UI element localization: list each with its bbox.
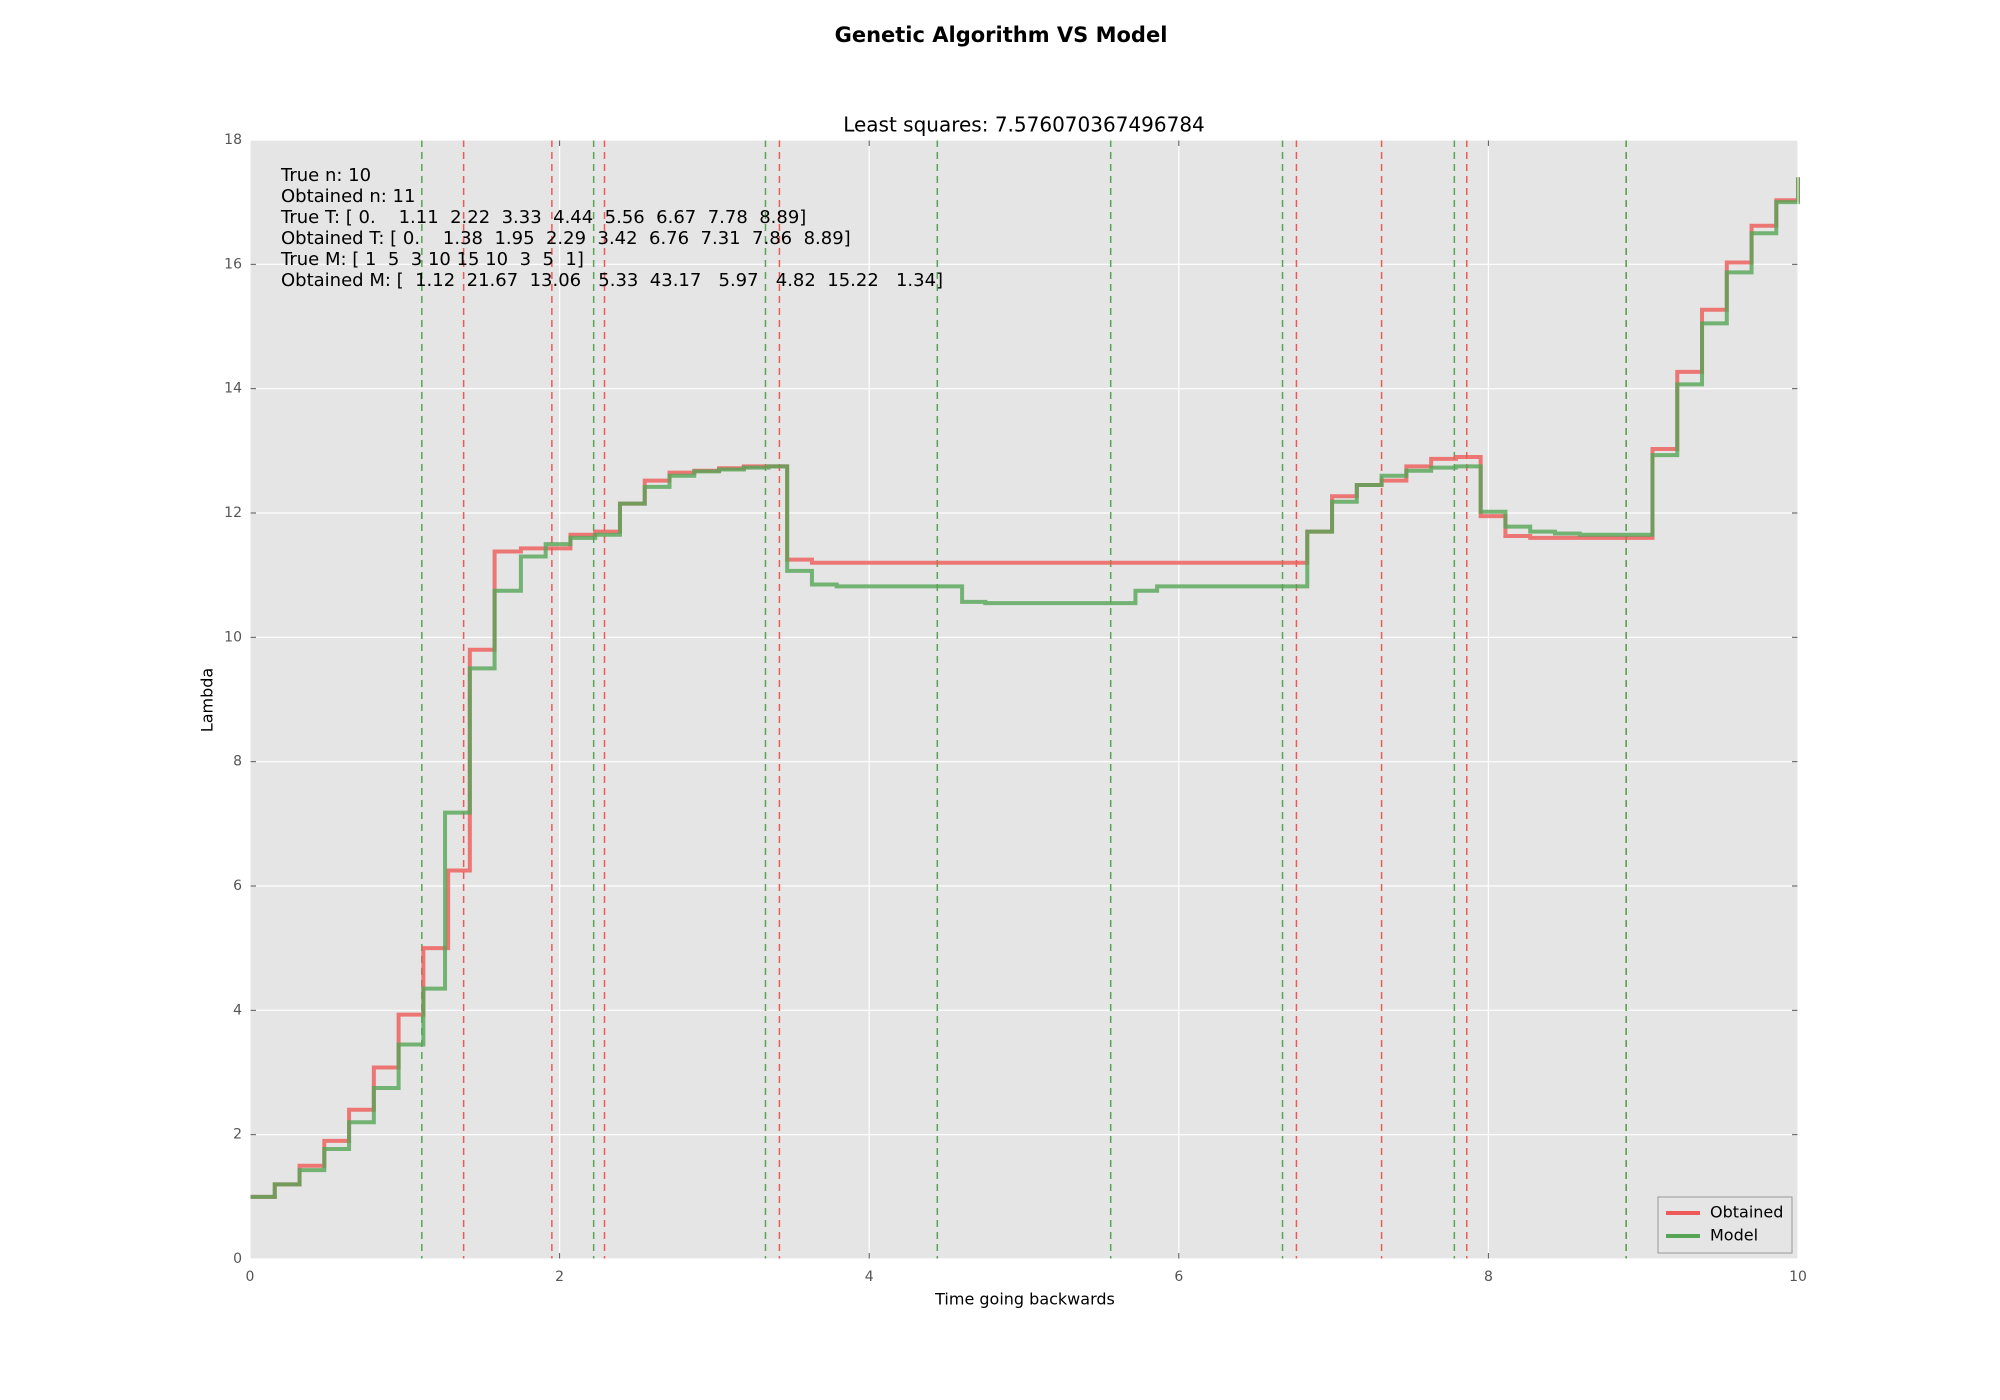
y-tick-label: 10 bbox=[224, 629, 242, 645]
y-tick-label: 0 bbox=[233, 1251, 242, 1267]
plot-frame bbox=[249, 139, 1799, 1260]
y-tick-label: 8 bbox=[233, 754, 242, 770]
series-line bbox=[250, 177, 1800, 1199]
annotation: Obtained n: 11 bbox=[281, 186, 415, 207]
annotation: True n: 10 bbox=[280, 165, 371, 186]
y-tick-label: 14 bbox=[224, 381, 242, 397]
x-tick-label: 4 bbox=[865, 1269, 874, 1285]
x-tick-label: 8 bbox=[1484, 1269, 1493, 1285]
x-tick-label: 6 bbox=[1174, 1269, 1183, 1285]
x-tick-label: 2 bbox=[555, 1269, 564, 1285]
chart-title: Genetic Algorithm VS Model bbox=[835, 23, 1168, 47]
x-tick-label: 10 bbox=[1789, 1269, 1807, 1285]
y-tick-label: 4 bbox=[233, 1002, 242, 1018]
annotation: True M: [ 1 5 3 10 15 10 3 5 1] bbox=[280, 249, 584, 270]
annotation: Obtained T: [ 0. 1.38 1.95 2.29 3.42 6.7… bbox=[281, 228, 851, 249]
y-tick-label: 18 bbox=[224, 132, 242, 148]
legend-box bbox=[1657, 1196, 1793, 1254]
y-tick-label: 6 bbox=[233, 878, 242, 894]
legend-label: Obtained bbox=[1710, 1203, 1783, 1222]
y-axis-label: Lambda bbox=[198, 668, 217, 732]
y-tick-label: 12 bbox=[224, 505, 242, 521]
x-tick-label: 0 bbox=[246, 1269, 255, 1285]
y-tick-label: 2 bbox=[233, 1127, 242, 1143]
y-tick-label: 16 bbox=[224, 256, 242, 272]
plot-area bbox=[250, 140, 1798, 1259]
annotation: True T: [ 0. 1.11 2.22 3.33 4.44 5.56 6.… bbox=[280, 207, 806, 228]
legend-label: Model bbox=[1710, 1226, 1758, 1245]
chart-subtitle: Least squares: 7.576070367496784 bbox=[843, 113, 1205, 137]
x-axis-label: Time going backwards bbox=[934, 1290, 1115, 1309]
annotation: Obtained M: [ 1.12 21.67 13.06 5.33 43.1… bbox=[281, 270, 943, 291]
